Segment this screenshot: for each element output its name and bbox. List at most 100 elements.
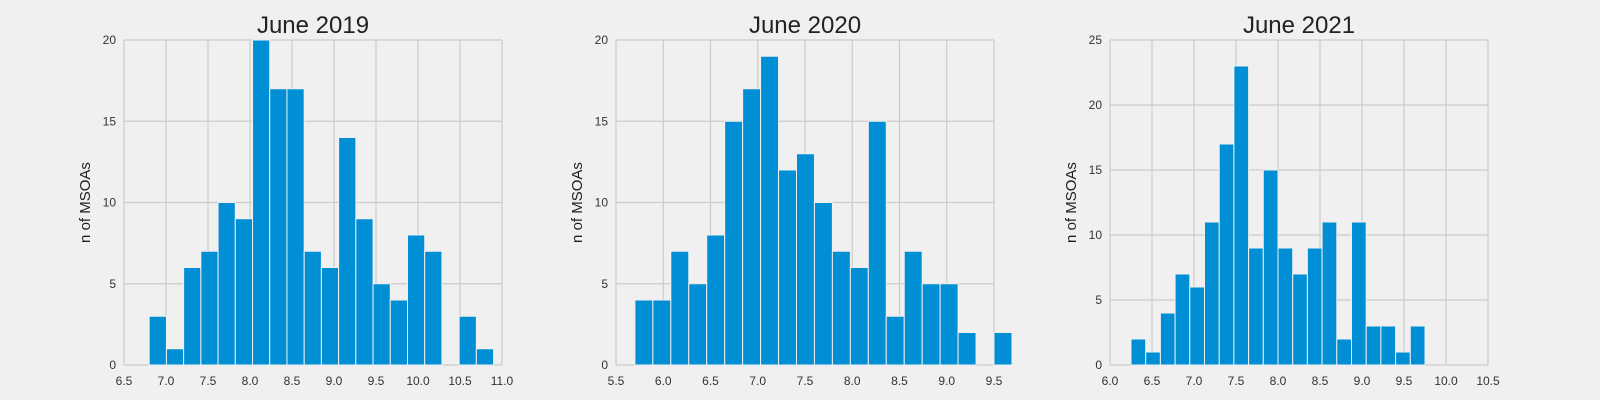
histogram-bar — [634, 299, 654, 366]
histogram-bar — [1380, 325, 1397, 366]
x-tick-label: 7.0 — [1186, 374, 1203, 388]
x-tick-label: 8.5 — [891, 374, 908, 388]
histogram-bar — [993, 332, 1013, 366]
x-tick-label: 10.5 — [1476, 374, 1500, 388]
y-axis-label: n of MSOAs — [77, 162, 94, 243]
x-tick-label: 9.0 — [938, 374, 955, 388]
histogram-bars — [148, 39, 495, 366]
histogram-bar — [1277, 247, 1294, 366]
x-tick-label: 6.0 — [1102, 374, 1119, 388]
y-tick-label: 20 — [595, 33, 609, 47]
histogram-bar — [286, 88, 305, 366]
x-tick-label: 9.0 — [326, 374, 343, 388]
x-tick-label: 8.0 — [1270, 374, 1287, 388]
panel-title: June 2021 — [1243, 12, 1355, 39]
histogram-bar — [1395, 351, 1411, 366]
histogram-bar — [252, 39, 271, 366]
x-tick-label: 9.5 — [1396, 374, 1413, 388]
histogram-bar — [652, 299, 672, 366]
histogram-bar — [458, 315, 477, 366]
histogram-bar — [903, 250, 923, 366]
histogram-bar — [813, 202, 833, 366]
histogram-bar — [372, 283, 391, 366]
y-tick-label: 5 — [109, 277, 116, 291]
histogram-bar — [148, 315, 167, 366]
y-axis-label: n of MSOAs — [569, 162, 586, 243]
x-tick-labels: 6.0 6.5 7.0 7.5 8.0 8.5 9.0 9.5 10.0 10.5 — [1102, 374, 1500, 388]
histogram-bar — [1204, 221, 1220, 366]
x-tick-label: 5.5 — [608, 374, 625, 388]
histogram-bar — [724, 120, 744, 366]
x-tick-label: 8.5 — [1312, 374, 1329, 388]
histogram-bar — [1365, 325, 1382, 366]
x-tick-label: 6.0 — [655, 374, 672, 388]
histogram-bar — [1189, 286, 1206, 366]
histogram-bar — [688, 283, 708, 366]
histogram-bar — [921, 283, 941, 366]
y-tick-labels: 0 5 10 15 20 — [103, 33, 117, 372]
x-tick-label: 7.5 — [1228, 374, 1245, 388]
histogram-panel-june-2019: 6.5 7.0 7.5 8.0 8.5 9.0 9.5 10.0 10.5 11.0 0 5 10 15… — [77, 12, 514, 388]
histogram-bar — [1336, 338, 1353, 366]
x-tick-label: 7.5 — [797, 374, 814, 388]
histogram-bars — [634, 55, 1013, 366]
histogram-bar — [269, 88, 288, 366]
histogram-bar — [1292, 273, 1308, 366]
y-tick-label: 10 — [1089, 228, 1103, 242]
histogram-bar — [1248, 247, 1264, 366]
histogram-bar — [234, 218, 254, 366]
histogram-bar — [795, 153, 815, 366]
x-tick-label: 7.5 — [200, 374, 217, 388]
x-tick-label: 11.0 — [491, 374, 514, 388]
y-tick-label: 10 — [595, 196, 609, 210]
histogram-bar — [424, 250, 443, 366]
y-tick-label: 15 — [1089, 163, 1103, 177]
x-tick-label: 8.5 — [284, 374, 301, 388]
histogram-bar — [1321, 221, 1338, 366]
histogram-bar — [1130, 338, 1147, 366]
histogram-bar — [389, 299, 408, 366]
histogram-bar — [1306, 247, 1323, 366]
y-tick-label: 15 — [595, 114, 609, 128]
histogram-bar — [885, 315, 905, 366]
y-tick-label: 10 — [103, 196, 117, 210]
y-tick-label: 25 — [1089, 33, 1103, 47]
y-tick-label: 0 — [109, 358, 116, 372]
histogram-bar — [867, 120, 887, 366]
x-tick-label: 10.0 — [1434, 374, 1458, 388]
panel-title: June 2020 — [749, 12, 861, 39]
histogram-bar — [1174, 273, 1191, 366]
histogram-bar — [1409, 325, 1426, 366]
histogram-bar — [183, 267, 202, 366]
histogram-bar — [1351, 221, 1367, 366]
x-tick-label: 7.0 — [158, 374, 175, 388]
x-tick-label: 8.0 — [242, 374, 259, 388]
x-tick-label: 6.5 — [1144, 374, 1161, 388]
x-tick-labels: 6.5 7.0 7.5 8.0 8.5 9.0 9.5 10.0 10.5 11.0 — [116, 374, 514, 388]
y-tick-labels: 0 5 10 15 20 — [595, 33, 609, 372]
histogram-bar — [1218, 143, 1235, 366]
y-axis-label: n of MSOAs — [1063, 162, 1080, 243]
histogram-bar — [1145, 351, 1161, 366]
histogram-bar — [1159, 312, 1176, 366]
histogram-panel-june-2020: 5.5 6.0 6.5 7.0 7.5 8.0 8.5 9.0 9.5 0 5 10 15 20 Jun… — [569, 12, 1013, 388]
histogram-bar — [320, 267, 340, 366]
x-tick-label: 7.0 — [749, 374, 766, 388]
y-tick-label: 0 — [1095, 358, 1102, 372]
y-tick-label: 20 — [103, 33, 117, 47]
x-tick-label: 6.5 — [702, 374, 719, 388]
histogram-bar — [217, 202, 236, 366]
y-tick-labels: 0 5 10 15 20 25 — [1089, 33, 1103, 372]
histogram-bar — [407, 234, 426, 366]
y-tick-label: 5 — [1095, 293, 1102, 307]
x-tick-labels: 5.5 6.0 6.5 7.0 7.5 8.0 8.5 9.0 9.5 — [608, 374, 1003, 388]
histogram-bar — [338, 137, 357, 366]
histogram-panel-june-2021: 6.0 6.5 7.0 7.5 8.0 8.5 9.0 9.5 10.0 10.5 0 5 10 15 2… — [1063, 12, 1500, 388]
x-tick-label: 10.5 — [448, 374, 472, 388]
histogram-bar — [778, 169, 797, 366]
histogram-bar — [742, 88, 762, 366]
x-tick-label: 8.0 — [844, 374, 861, 388]
histogram-bar — [1262, 169, 1279, 366]
histogram-bar — [303, 250, 322, 366]
